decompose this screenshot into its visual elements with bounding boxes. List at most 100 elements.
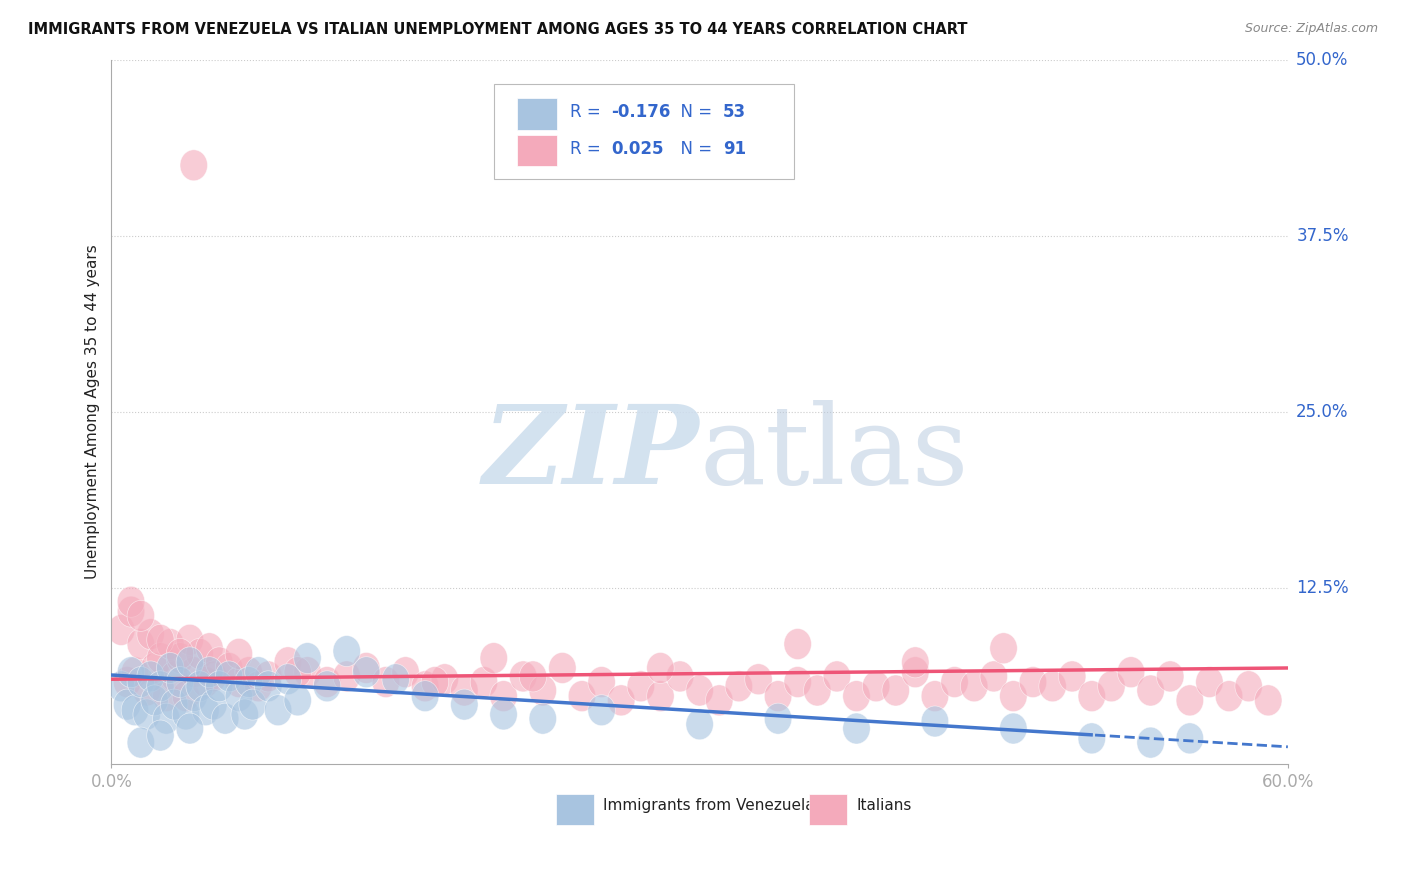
Ellipse shape xyxy=(205,671,233,702)
Ellipse shape xyxy=(1000,681,1026,712)
Ellipse shape xyxy=(264,695,292,726)
Ellipse shape xyxy=(1000,713,1026,744)
Ellipse shape xyxy=(1137,727,1164,758)
Text: 53: 53 xyxy=(723,103,747,121)
Text: 50.0%: 50.0% xyxy=(1296,51,1348,69)
Ellipse shape xyxy=(382,664,409,695)
Text: R =: R = xyxy=(571,103,606,121)
Ellipse shape xyxy=(1215,681,1243,712)
Ellipse shape xyxy=(785,666,811,698)
Ellipse shape xyxy=(842,713,870,744)
Ellipse shape xyxy=(785,629,811,659)
Ellipse shape xyxy=(980,661,1008,692)
Ellipse shape xyxy=(588,666,616,698)
Text: R =: R = xyxy=(571,140,606,158)
Ellipse shape xyxy=(176,647,204,678)
Ellipse shape xyxy=(1175,685,1204,716)
Ellipse shape xyxy=(519,661,547,692)
Ellipse shape xyxy=(1078,723,1105,754)
Ellipse shape xyxy=(166,642,194,673)
Ellipse shape xyxy=(882,675,910,706)
Ellipse shape xyxy=(180,681,208,712)
Ellipse shape xyxy=(211,703,239,734)
Ellipse shape xyxy=(294,657,321,688)
Ellipse shape xyxy=(470,666,498,698)
Ellipse shape xyxy=(960,671,988,702)
Ellipse shape xyxy=(509,661,537,692)
Ellipse shape xyxy=(127,727,155,758)
Text: 25.0%: 25.0% xyxy=(1296,402,1348,421)
Ellipse shape xyxy=(127,600,155,632)
Ellipse shape xyxy=(107,615,135,646)
Text: N =: N = xyxy=(671,103,717,121)
Ellipse shape xyxy=(117,657,145,688)
Ellipse shape xyxy=(114,690,141,720)
Ellipse shape xyxy=(141,685,169,716)
Ellipse shape xyxy=(725,671,752,702)
Ellipse shape xyxy=(422,666,449,698)
Ellipse shape xyxy=(529,675,557,706)
Ellipse shape xyxy=(941,666,969,698)
Ellipse shape xyxy=(195,657,224,688)
Ellipse shape xyxy=(153,681,180,712)
Ellipse shape xyxy=(121,695,149,726)
Ellipse shape xyxy=(191,666,219,698)
Ellipse shape xyxy=(200,690,228,720)
Ellipse shape xyxy=(588,695,616,726)
Ellipse shape xyxy=(901,657,929,688)
Ellipse shape xyxy=(1059,661,1085,692)
Ellipse shape xyxy=(901,647,929,678)
Ellipse shape xyxy=(215,661,243,692)
Ellipse shape xyxy=(235,666,263,698)
Ellipse shape xyxy=(990,632,1018,664)
Ellipse shape xyxy=(114,666,141,698)
Ellipse shape xyxy=(765,681,792,712)
Text: N =: N = xyxy=(671,140,717,158)
Ellipse shape xyxy=(166,639,194,669)
Ellipse shape xyxy=(666,661,693,692)
Ellipse shape xyxy=(353,657,380,688)
Ellipse shape xyxy=(842,681,870,712)
Ellipse shape xyxy=(1098,671,1125,702)
Ellipse shape xyxy=(225,639,253,669)
Ellipse shape xyxy=(432,664,458,695)
Ellipse shape xyxy=(191,695,219,726)
Ellipse shape xyxy=(548,652,576,683)
Ellipse shape xyxy=(1019,666,1046,698)
Ellipse shape xyxy=(1195,666,1223,698)
Ellipse shape xyxy=(921,706,949,737)
Ellipse shape xyxy=(412,681,439,712)
Ellipse shape xyxy=(489,699,517,730)
Ellipse shape xyxy=(117,596,145,627)
Ellipse shape xyxy=(146,671,174,702)
Ellipse shape xyxy=(373,666,399,698)
Ellipse shape xyxy=(200,661,228,692)
Y-axis label: Unemployment Among Ages 35 to 44 years: Unemployment Among Ages 35 to 44 years xyxy=(86,244,100,579)
Text: 0.025: 0.025 xyxy=(612,140,664,158)
Ellipse shape xyxy=(146,720,174,751)
Ellipse shape xyxy=(765,703,792,734)
Ellipse shape xyxy=(160,661,188,692)
Ellipse shape xyxy=(172,681,200,712)
FancyBboxPatch shape xyxy=(494,85,794,179)
Ellipse shape xyxy=(274,647,302,678)
Ellipse shape xyxy=(127,629,155,659)
Ellipse shape xyxy=(215,652,243,683)
Ellipse shape xyxy=(1234,671,1263,702)
Ellipse shape xyxy=(489,681,517,712)
Ellipse shape xyxy=(186,671,214,702)
Ellipse shape xyxy=(314,671,340,702)
FancyBboxPatch shape xyxy=(557,794,593,825)
Ellipse shape xyxy=(186,639,214,669)
FancyBboxPatch shape xyxy=(517,135,557,166)
Ellipse shape xyxy=(1039,671,1066,702)
Ellipse shape xyxy=(1175,723,1204,754)
Ellipse shape xyxy=(239,690,266,720)
Ellipse shape xyxy=(176,624,204,656)
Ellipse shape xyxy=(160,690,188,720)
Ellipse shape xyxy=(647,652,673,683)
Ellipse shape xyxy=(134,699,160,730)
Ellipse shape xyxy=(627,671,655,702)
Ellipse shape xyxy=(823,661,851,692)
Ellipse shape xyxy=(1137,675,1164,706)
